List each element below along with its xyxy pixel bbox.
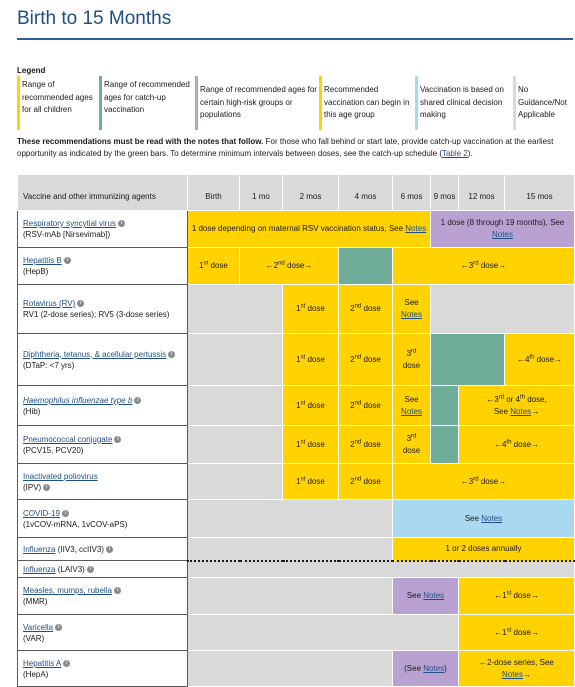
rv-see-notes: See Notes <box>392 284 431 334</box>
vaccine-link-varicella[interactable]: Varicella <box>23 622 54 632</box>
ipv-dose-3: ←3rd dose→ <box>392 463 575 500</box>
hepb-catch-up <box>338 247 393 285</box>
varicella-dose-1: ←1st dose→ <box>458 614 575 651</box>
header-1mo: 1 mo <box>239 174 283 211</box>
influenza-annual: 1 or 2 doses annually <box>392 537 575 561</box>
vaccine-link-influenza-laiv[interactable]: Influenza <box>23 564 56 574</box>
table-row: Rotavirus (RV) i RV1 (2-dose series); RV5… <box>17 284 575 334</box>
rv-dose-1: 1st dose <box>282 284 339 334</box>
vaccine-link-hepa[interactable]: Hepatitis A <box>23 658 62 668</box>
hepa-high-risk: (See Notes) <box>392 650 459 687</box>
rv-dose-2: 2nd dose <box>338 284 393 334</box>
vaccine-link-influenza-iiv[interactable]: Influenza <box>23 544 56 554</box>
hib-dose-3-4: ←3rd or 4th dose, See Notes→ <box>458 385 575 426</box>
vaccine-link-rv[interactable]: Rotavirus (RV) <box>23 299 76 308</box>
rsv-high-risk: 1 dose (8 through 19 months), See Notes <box>430 210 575 248</box>
table-row: Measles, mumps, rubella i (MMR) See Notes… <box>17 577 575 615</box>
table-row: COVID-19 i (1vCOV-mRNA, 1vCOV-aPS) See No… <box>17 499 575 538</box>
header-birth: Birth <box>187 174 240 211</box>
rsv-birth-6mos: 1 dose depending on maternal RSV vaccina… <box>187 210 431 248</box>
vaccine-link-pcv[interactable]: Pneumococcal conjugate <box>23 434 113 444</box>
table-row: Influenza (IIV3, ccIIV3) i 1 or 2 doses a… <box>17 537 575 561</box>
header-vaccine: Vaccine and other immunizing agents <box>17 174 188 211</box>
table2-link[interactable]: Table 2 <box>441 148 468 158</box>
schedule-table: Vaccine and other immunizing agents Birt… <box>17 174 575 687</box>
info-icon[interactable]: i <box>117 220 125 228</box>
dtap-catch-up <box>430 333 505 386</box>
pcv-dose-4: ←4th dose→ <box>458 425 575 464</box>
header-4mos: 4 mos <box>338 174 393 211</box>
legend: Range of recommended ages for all childr… <box>17 76 575 130</box>
vaccine-link-mmr[interactable]: Measles, mumps, rubella <box>23 586 112 595</box>
dtap-dose-1: 1st dose <box>282 333 339 386</box>
page-title: Birth to 15 Months <box>17 8 172 29</box>
dtap-dose-2: 2nd dose <box>338 333 393 386</box>
info-icon[interactable]: i <box>114 435 122 443</box>
info-icon[interactable]: i <box>77 300 85 308</box>
legend-title: Legend <box>17 66 46 75</box>
legend-item-high-risk: Range of recommended ages for certain hi… <box>195 76 319 130</box>
header-9mos: 9 mos <box>430 174 459 211</box>
vaccine-link-hepb[interactable]: Hepatitis B <box>23 256 62 265</box>
ipv-dose-2: 2nd dose <box>338 463 393 500</box>
info-icon[interactable]: i <box>43 483 51 491</box>
info-icon[interactable]: i <box>113 587 121 595</box>
covid-shared-decision: See Notes <box>392 499 575 538</box>
info-icon[interactable]: i <box>61 509 69 517</box>
legend-item-catch-up: Range of recommended ages for catch-up v… <box>99 76 191 130</box>
table-row: Inactivated poliovirus (IPV) i 1st dose 2… <box>17 463 575 500</box>
info-icon[interactable]: i <box>55 623 63 631</box>
hepb-dose-3: ←3rd dose→ <box>392 247 575 285</box>
table-row: Respiratory syncytial virus i (RSV-mAb [N… <box>17 210 575 248</box>
intro-text: These recommendations must be read with … <box>17 137 554 158</box>
info-icon[interactable]: i <box>168 350 176 358</box>
hepb-dose-1: 1st dose <box>187 247 240 285</box>
hib-dose-1: 1st dose <box>282 385 339 426</box>
info-icon[interactable]: i <box>86 565 94 573</box>
vaccine-link-covid[interactable]: COVID-19 <box>23 508 60 518</box>
hib-dose-2: 2nd dose <box>338 385 393 426</box>
table-row: Varicella i (VAR) ←1st dose→ <box>17 614 575 651</box>
title-rule <box>17 38 573 40</box>
info-icon[interactable]: i <box>134 396 142 404</box>
table-row: Diphtheria, tetanus, & acellular pertuss… <box>17 333 575 386</box>
vaccine-link-ipv[interactable]: Inactivated poliovirus <box>23 471 98 481</box>
header-15mos: 15 mos <box>504 174 575 211</box>
hepb-dose-2: ←2nd dose→ <box>239 247 339 285</box>
vaccine-link-hib[interactable]: Haemophilus influenzae type b <box>23 395 133 405</box>
hib-catch-up <box>430 385 459 426</box>
info-icon[interactable]: i <box>63 659 71 667</box>
legend-item-can-begin: Recommended vaccination can begin in thi… <box>319 76 415 130</box>
pcv-dose-3: 3rd dose <box>392 425 431 464</box>
pcv-dose-1: 1st dose <box>282 425 339 464</box>
pcv-dose-2: 2nd dose <box>338 425 393 464</box>
header-12mos: 12 mos <box>458 174 505 211</box>
info-icon[interactable]: i <box>63 257 71 265</box>
legend-item-all-children: Range of recommended ages for all childr… <box>17 76 95 130</box>
hepa-series: ←2-dose series, See Notes→ <box>458 650 575 687</box>
table-row: Influenza (LAIV3) i <box>17 559 575 578</box>
info-icon[interactable]: i <box>105 545 113 553</box>
pcv-catch-up <box>430 425 459 464</box>
dtap-dose-4: ←4th dose→ <box>504 333 575 386</box>
legend-item-not-applicable: No Guidance/Not Applicable <box>513 76 575 130</box>
vaccine-link-rsv[interactable]: Respiratory syncytial virus <box>23 219 116 228</box>
table-row: Pneumococcal conjugate i (PCV15, PCV20) 1… <box>17 425 575 464</box>
dtap-dose-3: 3rd dose <box>392 333 431 386</box>
ipv-dose-1: 1st dose <box>282 463 339 500</box>
header-2mos: 2 mos <box>282 174 339 211</box>
vaccine-link-dtap[interactable]: Diphtheria, tetanus, & acellular pertuss… <box>23 349 167 359</box>
mmr-high-risk: See Notes <box>392 577 459 615</box>
mmr-dose-1: ←1st dose→ <box>458 577 575 615</box>
legend-item-shared-decision: Vaccination is based on shared clinical … <box>415 76 513 130</box>
header-6mos: 6 mos <box>392 174 431 211</box>
hib-see-notes: See Notes <box>392 385 431 426</box>
